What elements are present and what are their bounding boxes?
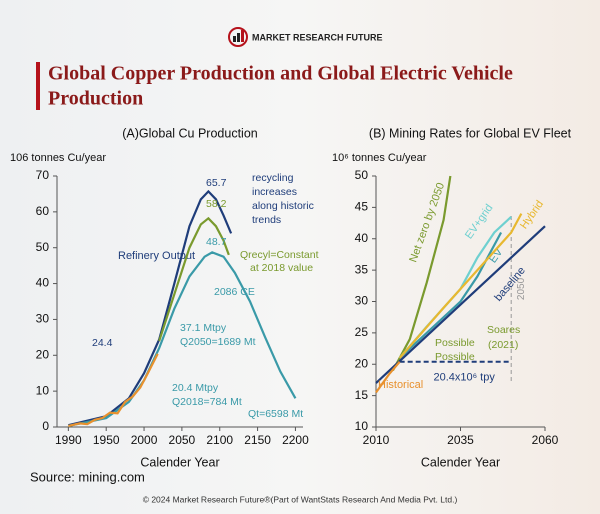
y-tick-label: 30 (355, 294, 369, 308)
x-tick-label: 1990 (55, 433, 82, 447)
y-tick-label: 10 (36, 383, 50, 397)
annotation: 37.1 Mtpy (180, 322, 227, 334)
annotation: Qt=6598 Mt (248, 408, 303, 420)
y-tick-label: 50 (36, 240, 50, 254)
source: Source: mining.com (30, 469, 145, 484)
y-tick-label: 45 (355, 200, 369, 214)
y-tick-label: 30 (36, 312, 50, 326)
chart-title: (B) Mining Rates for Global EV Fleet (369, 126, 572, 140)
annotation: Possible (435, 337, 475, 349)
line (375, 225, 546, 384)
y-tick-label: 10 (355, 419, 369, 433)
y-tick-label: 20 (355, 356, 369, 370)
annotation: trends (252, 214, 281, 226)
annotation: Possible (435, 351, 475, 363)
x-tick-label: 2100 (206, 433, 233, 447)
x-axis-label: Calender Year (421, 455, 500, 469)
x-tick-label: 2035 (447, 433, 474, 447)
brand: MARKET RESEARCH FUTURE (252, 32, 383, 42)
x-tick-label: 2060 (532, 433, 559, 447)
y-tick-label: 40 (355, 231, 369, 245)
annotation: Qrecyl=Constant (240, 249, 319, 261)
annotation: 2086 CE (214, 286, 255, 298)
annotation: 48.7 (206, 236, 227, 248)
x-tick-label: 2010 (363, 433, 390, 447)
title: Production (48, 88, 143, 110)
y-tick-label: 25 (355, 325, 369, 339)
annotation: Q2050=1689 Mt (180, 336, 256, 348)
x-tick-label: 1950 (93, 433, 120, 447)
x-tick-label: 2200 (282, 433, 309, 447)
y-tick-label: 50 (355, 168, 369, 182)
y-tick-label: 60 (36, 204, 50, 218)
line (398, 213, 523, 359)
y-tick-label: 15 (355, 388, 369, 402)
title: Global Copper Production and Global Elec… (48, 63, 513, 85)
y-tick-label: 35 (355, 262, 369, 276)
y-tick-label: 40 (36, 276, 50, 290)
annotation: 20.4 Mtpy (172, 382, 219, 394)
y-axis-label: 10⁶ tonnes Cu/year (332, 152, 427, 164)
y-tick-label: 20 (36, 347, 50, 361)
annotation: (2021) (488, 339, 518, 351)
annotation: recycling (252, 172, 294, 184)
title-bar (36, 62, 40, 110)
y-tick-label: 70 (36, 168, 50, 182)
logo (228, 27, 248, 47)
x-tick-label: 2150 (244, 433, 271, 447)
series-label: Historical (378, 379, 423, 391)
x-axis-label: Calender Year (140, 455, 219, 469)
x-tick-label: 2050 (169, 433, 196, 447)
annotation: 58.2 (206, 198, 227, 210)
x-tick-label: 2000 (131, 433, 158, 447)
reference-label: 2050 (516, 277, 527, 300)
line (158, 216, 230, 342)
footer: © 2024 Market Research Future®(Part of W… (143, 494, 458, 504)
annotation: Q2018=784 Mt (172, 396, 242, 408)
annotation: along historic (252, 200, 314, 212)
y-axis-label: 106 tonnes Cu/year (10, 152, 106, 164)
annotation: at 2018 value (250, 262, 313, 274)
series-label: Refinery Output (118, 250, 195, 262)
line (391, 175, 452, 372)
annotation: increases (252, 186, 297, 198)
line (375, 361, 401, 394)
y-tick-label: 0 (42, 419, 49, 433)
annotation: Soares (487, 324, 520, 336)
reference-label: 20.4x10⁶ tpy (433, 372, 495, 384)
line (68, 353, 159, 427)
annotation: 24.4 (92, 337, 113, 349)
annotation: 65.7 (206, 177, 227, 189)
chart-title: (A)Global Cu Production (122, 126, 258, 140)
